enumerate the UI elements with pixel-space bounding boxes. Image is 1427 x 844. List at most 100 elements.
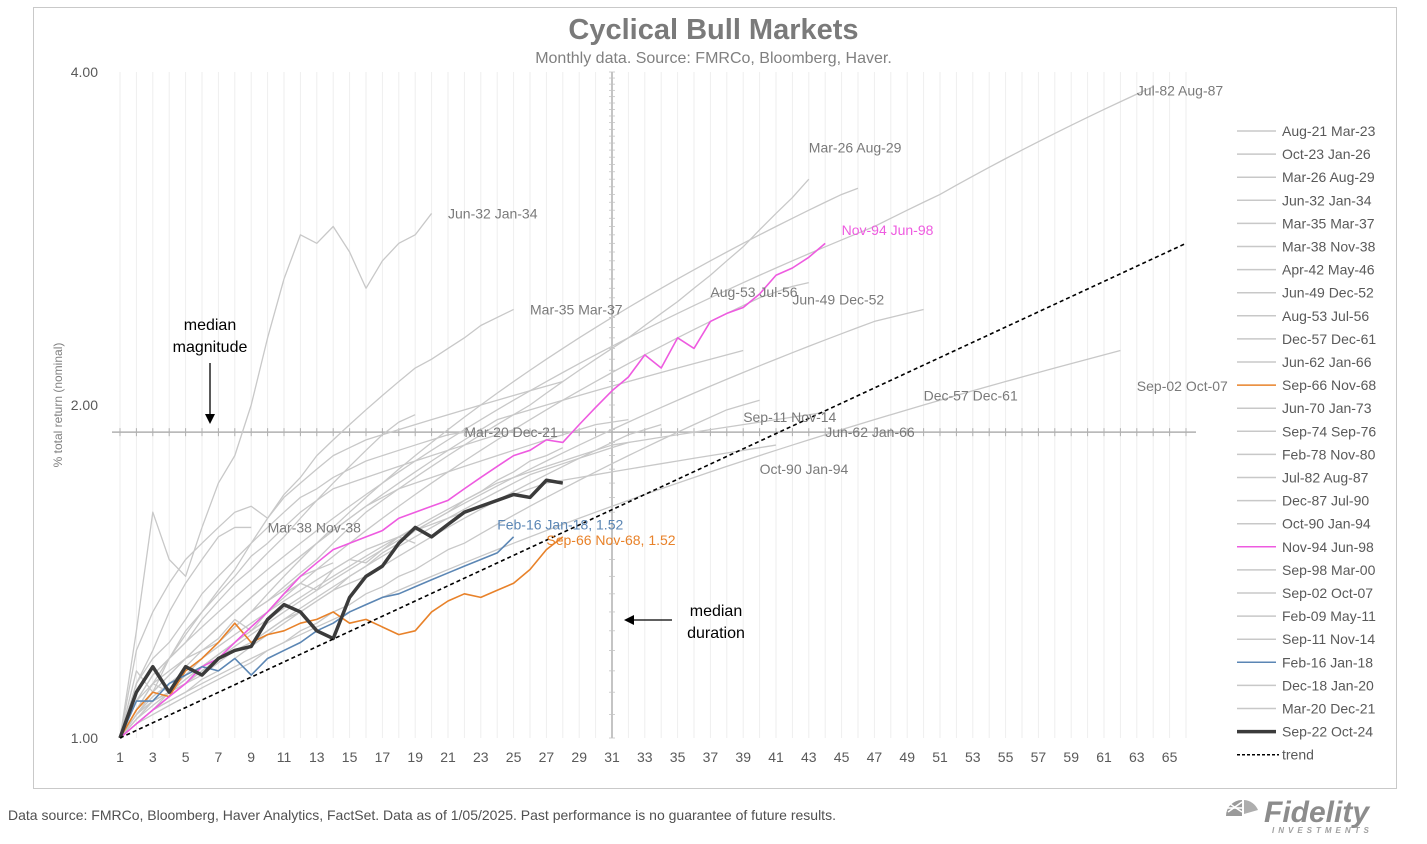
legend-label: Sep-22 Oct-24 — [1282, 724, 1373, 740]
series-annotation: Jun-49 Dec-52 — [792, 292, 884, 308]
series-line-oct-23-jan-26 — [119, 447, 564, 739]
legend-item: Sep-74 Sep-76 — [1237, 423, 1376, 439]
legend-item: Jun-49 Dec-52 — [1237, 285, 1374, 301]
chart-subtitle: Monthly data. Source: FMRCo, Bloomberg, … — [535, 50, 892, 67]
series-line-mar-38-nov-38 — [119, 526, 252, 739]
fidelity-wordmark: Fidelity — [1264, 796, 1370, 829]
legend-item: Nov-94 Jun-98 — [1237, 539, 1374, 555]
legend-label: Mar-38 Nov-38 — [1282, 239, 1376, 255]
x-tick-label: 53 — [965, 749, 981, 765]
x-tick-label: 33 — [637, 749, 653, 765]
series-line-mar-35-mar-37 — [119, 308, 514, 739]
series-annotation: Feb-16 Jan-18, 1.52 — [497, 516, 623, 532]
median-duration-arrowhead — [624, 615, 634, 625]
series-line-mar-20-dec-21 — [119, 431, 465, 739]
legend-item: Mar-26 Aug-29 — [1237, 169, 1375, 185]
legend-label: Aug-21 Mar-23 — [1282, 123, 1376, 139]
legend-item: Jun-32 Jan-34 — [1237, 192, 1372, 208]
x-tick-label: 11 — [277, 749, 292, 765]
x-tick-label: 23 — [473, 749, 489, 765]
legend-item: Jul-82 Aug-87 — [1237, 470, 1369, 486]
legend-item: Feb-78 Nov-80 — [1237, 446, 1376, 462]
legend-label: Dec-18 Jan-20 — [1282, 677, 1374, 693]
x-tick-label: 35 — [670, 749, 686, 765]
series-line-sep-11-nov-14 — [119, 349, 744, 739]
x-tick-label: 43 — [801, 749, 817, 765]
median-duration-ticks — [609, 71, 615, 739]
series-line-feb-09-may-11 — [119, 380, 563, 739]
legend-label: Sep-02 Oct-07 — [1282, 585, 1373, 601]
gridlines — [119, 72, 1187, 738]
legend-label: Oct-23 Jan-26 — [1282, 146, 1371, 162]
x-tick-label: 47 — [867, 749, 883, 765]
x-tick-label: 7 — [215, 749, 223, 765]
x-tick-label: 3 — [149, 749, 157, 765]
series-line-dec-57-dec-61 — [119, 308, 924, 739]
legend-item: Apr-42 May-46 — [1237, 262, 1375, 278]
legend-label: Feb-78 Nov-80 — [1282, 446, 1376, 462]
legend-item: Oct-23 Jan-26 — [1237, 146, 1371, 162]
series-annotation: Sep-02 Oct-07 — [1137, 378, 1228, 394]
series-line-sep-02-oct-07 — [119, 349, 1121, 739]
series-line-jul-82-aug-87 — [119, 86, 1154, 739]
median-duration-label: duration — [687, 625, 745, 642]
fidelity-subwordmark: INVESTMENTS — [1272, 826, 1373, 835]
x-tick-label: 65 — [1162, 749, 1178, 765]
x-tick-label: 41 — [768, 749, 784, 765]
legend-item: Sep-11 Nov-14 — [1237, 631, 1375, 647]
series-annotation: Aug-53 Jul-56 — [710, 284, 797, 300]
y-tick-label: 4.00 — [71, 64, 98, 80]
x-tick-label: 5 — [182, 749, 190, 765]
x-tick-label: 55 — [998, 749, 1014, 765]
legend-item: Mar-20 Dec-21 — [1237, 701, 1376, 717]
legend-item: Mar-38 Nov-38 — [1237, 239, 1376, 255]
x-tick-label: 39 — [735, 749, 751, 765]
y-axis-title: % total return (nominal) — [51, 343, 65, 468]
series-annotation: Nov-94 Jun-98 — [842, 222, 934, 238]
x-tick-label: 37 — [703, 749, 719, 765]
x-tick-label: 9 — [247, 749, 255, 765]
legend-label: Sep-11 Nov-14 — [1282, 631, 1375, 647]
series-annotation: Mar-35 Mar-37 — [530, 301, 623, 317]
legend-label: Mar-35 Mar-37 — [1282, 215, 1375, 231]
median-magnitude-label: magnitude — [173, 339, 248, 356]
legend-item: Jun-62 Jan-66 — [1237, 354, 1372, 370]
series-annotation: Mar-38 Nov-38 — [268, 519, 362, 535]
legend-label: Sep-98 Mar-00 — [1282, 562, 1376, 578]
series-annotation: Jun-62 Jan-66 — [825, 424, 915, 440]
legend-label: Sep-66 Nov-68 — [1282, 377, 1376, 393]
legend-label: trend — [1282, 747, 1314, 763]
legend-label: Nov-94 Jun-98 — [1282, 539, 1374, 555]
x-tick-label: 15 — [342, 749, 358, 765]
series-annotation: Sep-66 Nov-68, 1.52 — [546, 532, 675, 548]
legend-label: Jun-70 Jan-73 — [1282, 400, 1372, 416]
y-tick-label: 2.00 — [71, 397, 98, 413]
legend-item: Aug-53 Jul-56 — [1237, 308, 1369, 324]
legend-label: Sep-74 Sep-76 — [1282, 423, 1376, 439]
legend-item: Aug-21 Mar-23 — [1237, 123, 1376, 139]
fidelity-globe-icon — [1226, 800, 1258, 816]
series-line-oct-90-jan-94 — [119, 444, 777, 739]
x-tick-label: 49 — [899, 749, 915, 765]
x-tick-label: 1 — [116, 749, 124, 765]
chart-title: Cyclical Bull Markets — [568, 14, 859, 46]
x-tick-label: 17 — [375, 749, 391, 765]
median-duration-label: median — [690, 603, 742, 620]
series-annotation: Sep-11 Nov-14 — [743, 409, 836, 425]
series-annotation: Mar-20 Dec-21 — [464, 424, 558, 440]
legend-item: Dec-18 Jan-20 — [1237, 677, 1374, 693]
series-line-sep-98-mar-00 — [119, 414, 416, 739]
x-tick-label: 61 — [1096, 749, 1112, 765]
legend-label: Jun-49 Dec-52 — [1282, 285, 1374, 301]
x-tick-label: 57 — [1031, 749, 1047, 765]
legend-label: Jun-32 Jan-34 — [1282, 192, 1372, 208]
legend-item: Oct-90 Jan-94 — [1237, 516, 1371, 532]
series-annotation: Oct-90 Jan-94 — [760, 461, 849, 477]
legend-label: Jul-82 Aug-87 — [1282, 470, 1369, 486]
legend-item: Sep-22 Oct-24 — [1237, 724, 1373, 740]
x-tick-label: 13 — [309, 749, 325, 765]
x-tick-label: 51 — [932, 749, 948, 765]
series-annotation: Jun-32 Jan-34 — [448, 205, 538, 221]
footer-note: Data source: FMRCo, Bloomberg, Haver Ana… — [8, 807, 836, 823]
